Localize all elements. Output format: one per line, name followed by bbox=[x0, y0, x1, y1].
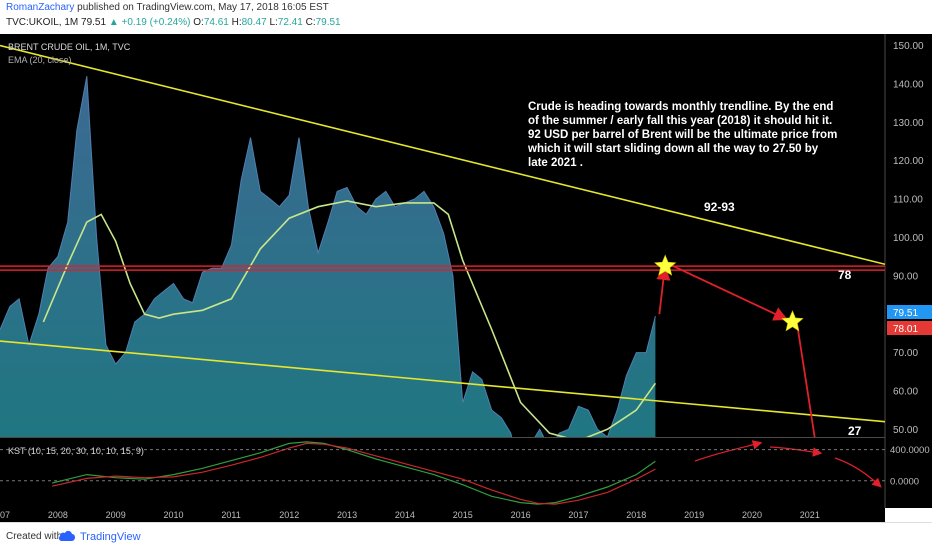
last-price-tag: 79.51 bbox=[887, 305, 932, 319]
price-change: ▲ +0.19 (+0.24%) bbox=[108, 17, 191, 28]
high-value: 80.47 bbox=[241, 17, 267, 28]
price-tick-140: 140.00 bbox=[893, 79, 924, 90]
annotation-text[interactable]: Crude is heading towards monthly trendli… bbox=[527, 101, 837, 169]
price-axis-background[interactable] bbox=[885, 34, 932, 508]
last-price-tag-text: 79.51 bbox=[893, 308, 918, 319]
ema-price-tag-text: 78.01 bbox=[893, 324, 918, 335]
ohlc-line: TVC:UKOIL, 1M 79.51 ▲ +0.19 (+0.24%) O:7… bbox=[6, 17, 341, 28]
kst-legend: KST (10, 15, 20, 30, 10, 10, 15, 9) bbox=[8, 446, 144, 456]
kst-projection-arrows[interactable] bbox=[694, 440, 882, 488]
time-tick-2008: 2008 bbox=[48, 510, 68, 520]
time-tick-2013: 2013 bbox=[337, 510, 357, 520]
created-with-label: Created with bbox=[6, 531, 63, 542]
target-stars[interactable] bbox=[653, 254, 838, 522]
close-value: 79.51 bbox=[315, 17, 341, 28]
footer: Created with TradingView bbox=[0, 522, 932, 551]
kst-tick-400: 400.0000 bbox=[890, 445, 930, 456]
price-area bbox=[0, 76, 656, 437]
projection-arrow-3 bbox=[795, 319, 816, 437]
chart-plot: BRENT CRUDE OIL, 1M, TVC EMA (20, close)… bbox=[0, 34, 932, 522]
kst-pane-background bbox=[0, 438, 885, 508]
kst-signal-line bbox=[51, 442, 656, 505]
kst-axis-ticks: 0.0000 400.0000 bbox=[890, 445, 930, 487]
price-tick-150: 150.00 bbox=[893, 41, 924, 52]
upper-trendline[interactable] bbox=[0, 44, 885, 266]
time-tick-2020: 2020 bbox=[742, 510, 762, 520]
price-tick-50: 50.00 bbox=[893, 425, 918, 436]
price-tick-70: 70.00 bbox=[893, 348, 918, 359]
annotation-line-5: late 2021 . bbox=[528, 157, 583, 169]
author-link[interactable]: RomanZachary bbox=[6, 2, 75, 13]
time-tick-2015: 2015 bbox=[453, 510, 473, 520]
open-value: 74.61 bbox=[203, 17, 229, 28]
last-price: 79.51 bbox=[81, 17, 107, 28]
time-tick-2009: 2009 bbox=[106, 510, 126, 520]
close-label: C: bbox=[305, 17, 316, 28]
projection-arrow-2 bbox=[668, 263, 789, 321]
publish-info: published on TradingView.com, May 17, 20… bbox=[77, 2, 329, 13]
low-value: 72.41 bbox=[277, 17, 303, 28]
time-tick-2018: 2018 bbox=[626, 510, 646, 520]
ema-legend: EMA (20, close) bbox=[8, 55, 72, 65]
time-tick-2011: 2011 bbox=[221, 510, 240, 520]
kst-pane bbox=[0, 440, 885, 505]
price-tick-120: 120.00 bbox=[893, 156, 924, 167]
time-axis-background[interactable] bbox=[0, 508, 885, 522]
symbol-label: TVC:UKOIL, 1M bbox=[6, 17, 79, 28]
open-label: O: bbox=[193, 17, 204, 28]
time-tick-2016: 2016 bbox=[511, 510, 531, 520]
main-pane bbox=[0, 44, 885, 522]
target-star-1 bbox=[653, 254, 677, 276]
publish-line: RomanZachary published on TradingView.co… bbox=[6, 2, 329, 13]
time-tick-2010: 2010 bbox=[164, 510, 184, 520]
time-tick-2017: 2017 bbox=[568, 510, 588, 520]
chart-title: BRENT CRUDE OIL, 1M, TVC bbox=[8, 42, 131, 52]
annotation-line-1: Crude is heading towards monthly trendli… bbox=[528, 101, 833, 113]
price-tick-90: 90.00 bbox=[893, 271, 918, 282]
time-tick-2014: 2014 bbox=[395, 510, 415, 520]
price-line bbox=[0, 76, 656, 437]
low-label: L: bbox=[269, 17, 278, 28]
chart-header: RomanZachary published on TradingView.co… bbox=[0, 0, 932, 34]
annotation-line-2: of the summer / early fall this year (20… bbox=[528, 115, 832, 127]
time-tick-07: 07 bbox=[0, 510, 10, 520]
kst-tick-0: 0.0000 bbox=[890, 476, 919, 487]
tradingview-cloud-icon[interactable] bbox=[58, 529, 76, 543]
time-tick-2012: 2012 bbox=[279, 510, 299, 520]
high-label: H: bbox=[231, 17, 242, 28]
annotation-line-3: 92 USD per barrel of Brent will be the u… bbox=[528, 129, 837, 141]
time-axis-ticks: 07 2008 2009 2010 2011 2012 2013 2014 2015 2016 20… bbox=[0, 510, 820, 520]
projection-arrows[interactable] bbox=[656, 263, 825, 504]
target-star-2 bbox=[781, 310, 804, 332]
price-tick-130: 130.00 bbox=[893, 118, 924, 129]
projection-arrow-1 bbox=[656, 265, 671, 315]
time-tick-2019: 2019 bbox=[684, 510, 704, 520]
price-tick-60: 60.00 bbox=[893, 386, 918, 397]
target-label-1: 92-93 bbox=[704, 200, 735, 214]
target-label-2: 78 bbox=[838, 268, 852, 282]
price-tick-110: 110.00 bbox=[893, 195, 923, 206]
annotation-line-4: which it will start sliding down all the… bbox=[527, 143, 819, 155]
price-tick-100: 100.00 bbox=[893, 233, 924, 244]
tradingview-brand-link[interactable]: TradingView bbox=[80, 531, 141, 543]
target-label-3: 27 bbox=[848, 424, 862, 438]
ema-price-tag: 78.01 bbox=[887, 321, 932, 335]
ema-line bbox=[42, 200, 657, 437]
kst-line bbox=[51, 441, 656, 505]
time-tick-2021: 2021 bbox=[800, 510, 820, 520]
lower-trendline[interactable] bbox=[0, 340, 885, 423]
